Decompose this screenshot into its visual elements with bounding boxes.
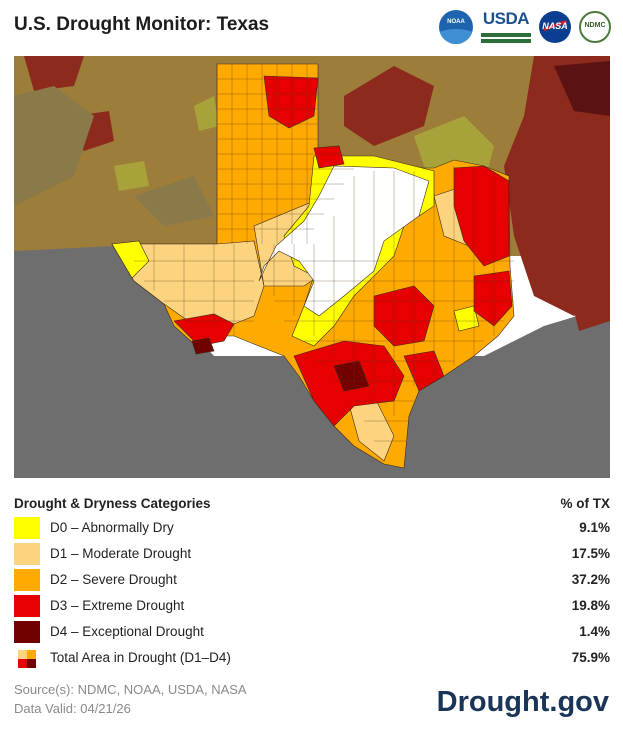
- texas-d3-panhandle: [263, 75, 319, 129]
- texas-d3-north: [313, 145, 345, 169]
- texas-d4-bigbend: [191, 337, 215, 355]
- neighbor-west-gray: [14, 86, 214, 226]
- legend-label: D4 – Exceptional Drought: [50, 624, 204, 639]
- noaa-logo: NOAA: [439, 10, 473, 44]
- legend-total-value: 75.9%: [571, 650, 610, 665]
- total-drought-icon: [18, 650, 36, 668]
- legend-value: 9.1%: [579, 520, 610, 535]
- texas-d4-south: [333, 360, 370, 392]
- usda-logo: USDA: [481, 9, 531, 43]
- legend-value: 19.8%: [571, 598, 610, 613]
- legend-value: 17.5%: [571, 546, 610, 561]
- legend-pct-heading: % of TX: [560, 496, 611, 511]
- neighbor-north-blobs: [24, 56, 610, 316]
- legend-heading-row: Drought & Dryness Categories % of TX: [14, 496, 610, 511]
- partner-logos: NOAA USDA NASA NDMC: [439, 9, 611, 44]
- ndmc-logo: NDMC: [579, 11, 611, 43]
- texas-d0-gulf: [453, 305, 480, 332]
- legend-value: 37.2%: [571, 572, 610, 587]
- legend-swatch: [14, 621, 40, 643]
- legend-label: D3 – Extreme Drought: [50, 598, 185, 613]
- footer-source-block: Source(s): NDMC, NOAA, USDA, NASA Data V…: [14, 680, 247, 718]
- neighbor-northeast-dark: [554, 61, 610, 116]
- source-text: Source(s): NDMC, NOAA, USDA, NASA: [14, 682, 247, 697]
- county-grid: [134, 64, 514, 442]
- legend-value: 1.4%: [579, 624, 610, 639]
- legend-item-total: Total Area in Drought (D1–D4) 75.9%: [14, 647, 610, 669]
- legend-item-d0: D0 – Abnormally Dry 9.1%: [14, 517, 610, 539]
- texas-drought-map: [14, 56, 610, 478]
- legend-label: D1 – Moderate Drought: [50, 546, 192, 561]
- legend-swatch: [14, 517, 40, 539]
- legend-swatch: [14, 595, 40, 617]
- nasa-logo: NASA: [539, 11, 571, 43]
- legend-label: D0 – Abnormally Dry: [50, 520, 174, 535]
- drought-gov-brand: Drought.gov: [436, 686, 609, 718]
- neighbor-olive-band: [114, 96, 494, 196]
- legend-heading: Drought & Dryness Categories: [14, 496, 211, 511]
- legend-item-d3: D3 – Extreme Drought 19.8%: [14, 595, 610, 617]
- legend-item-d2: D2 – Severe Drought 37.2%: [14, 569, 610, 591]
- legend-label: D2 – Severe Drought: [50, 572, 177, 587]
- data-valid-text: Data Valid: 04/21/26: [14, 701, 131, 716]
- page-title: U.S. Drought Monitor: Texas: [14, 14, 270, 35]
- neighbor-louisiana-edge: [574, 286, 610, 331]
- legend-total-label: Total Area in Drought (D1–D4): [50, 650, 231, 665]
- legend-swatch: [14, 569, 40, 591]
- legend-item-d1: D1 – Moderate Drought 17.5%: [14, 543, 610, 565]
- legend-swatch: [14, 543, 40, 565]
- legend-item-d4: D4 – Exceptional Drought 1.4%: [14, 621, 610, 643]
- texas-no-drought: [258, 165, 430, 317]
